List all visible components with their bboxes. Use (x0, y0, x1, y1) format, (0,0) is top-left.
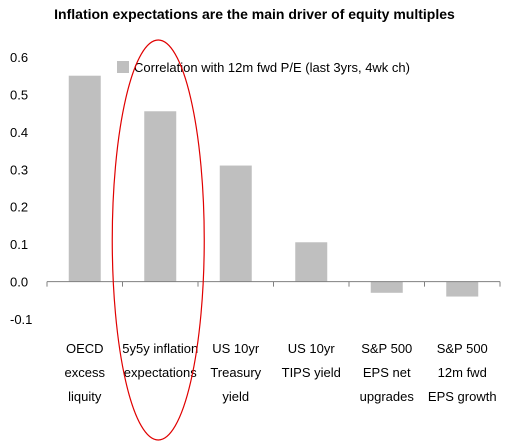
legend-label: Correlation with 12m fwd P/E (last 3yrs,… (134, 60, 410, 75)
bar (68, 75, 101, 282)
y-tick-label: 0.1 (10, 237, 28, 252)
bar (144, 111, 177, 282)
bar (295, 242, 328, 282)
category-label: S&P 500 12m fwd EPS growth (428, 341, 497, 404)
y-tick-label: 0.2 (10, 200, 28, 215)
y-tick-label: 0.0 (10, 275, 28, 290)
legend-swatch (117, 61, 129, 73)
category-label: S&P 500 EPS net upgrades (360, 341, 415, 404)
y-tick-label: -0.1 (10, 312, 32, 327)
category-labels: OECD excess liquity 5y5y inflation expectati… (65, 341, 497, 404)
category-label: 5y5y inflation expectations (122, 341, 198, 380)
x-axis-ticks (46, 281, 501, 287)
category-label: OECD excess liquity (65, 341, 106, 404)
y-tick-label: 0.4 (10, 125, 28, 140)
bar (446, 281, 479, 297)
chart-title: Inflation expectations are the main driv… (54, 6, 455, 22)
y-axis: 0.6 0.5 0.4 0.3 0.2 0.1 0.0 -0.1 (10, 50, 32, 327)
y-tick-label: 0.6 (10, 50, 28, 65)
y-tick-label: 0.5 (10, 87, 28, 102)
category-label: US 10yr TIPS yield (282, 341, 341, 380)
highlight-ellipse (111, 39, 205, 441)
y-tick-label: 0.3 (10, 162, 28, 177)
bar (370, 281, 403, 293)
legend: Correlation with 12m fwd P/E (last 3yrs,… (117, 60, 410, 75)
bars (68, 75, 479, 297)
bar (219, 165, 252, 282)
category-label: US 10yr Treasury yield (210, 341, 261, 404)
